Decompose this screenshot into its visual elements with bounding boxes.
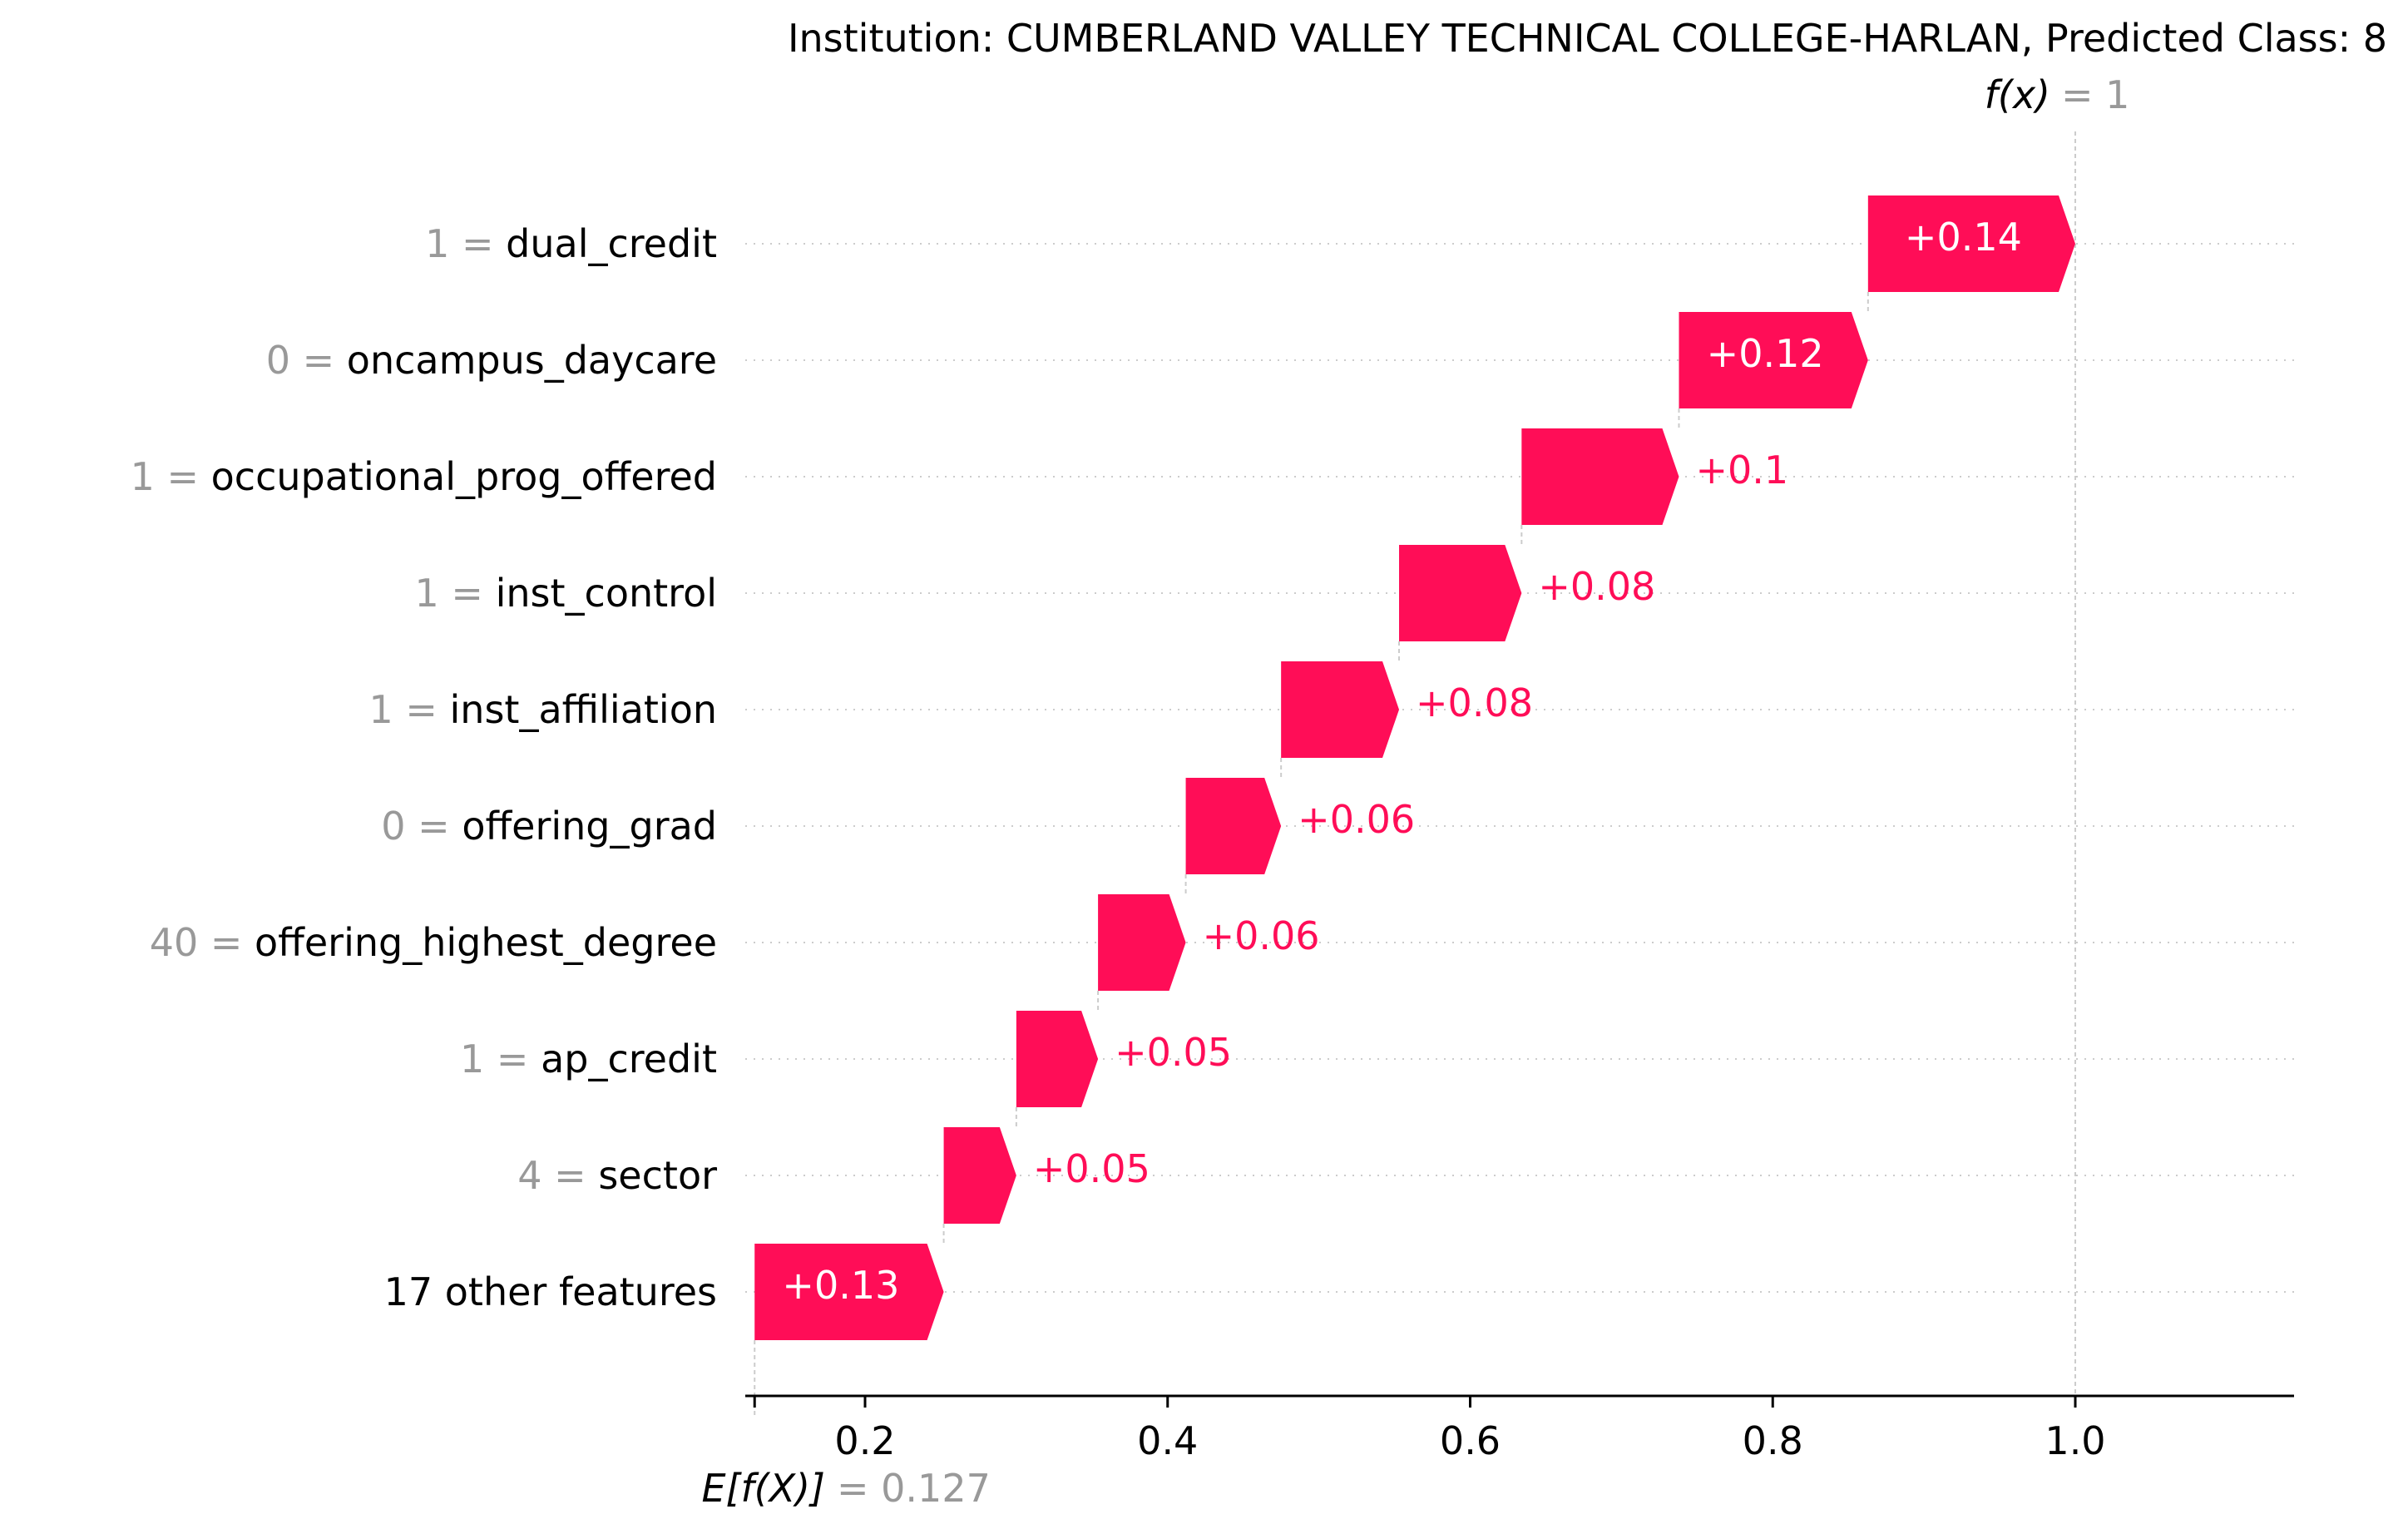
chart-title: Institution: CUMBERLAND VALLEY TECHNICAL… [788, 16, 2387, 61]
feature-value: 0 = [266, 338, 347, 383]
feature-name: offering_grad [462, 804, 717, 849]
expected-value-value: = 0.127 [837, 1466, 991, 1511]
shap-value-label: +0.14 [1905, 215, 2022, 260]
feature-value: 1 = [460, 1037, 541, 1081]
feature-name: 17 other features [384, 1269, 717, 1314]
feature-name: dual_credit [506, 221, 717, 266]
feature-value: 0 = [381, 804, 462, 849]
feature-label: 1 = inst_affiliation [368, 687, 717, 732]
feature-label: 1 = dual_credit [425, 221, 717, 266]
feature-name: occupational_prog_offered [211, 454, 717, 499]
shap-value-label: +0.06 [1298, 797, 1415, 842]
feature-value: 40 = [150, 920, 255, 965]
fx-annotation: f(x) = 1 [1985, 72, 2130, 117]
shap-value-label: +0.12 [1707, 331, 1824, 376]
shap-bar [754, 1244, 944, 1340]
feature-label: 1 = inst_control [415, 571, 717, 616]
feature-name: oncampus_daycare [347, 338, 717, 383]
feature-label: 0 = oncampus_daycare [266, 338, 717, 383]
feature-label: 40 = offering_highest_degree [150, 920, 717, 965]
x-axis-tick-label: 1.0 [2045, 1418, 2105, 1463]
feature-value: 1 = [415, 571, 496, 616]
x-axis-tick-label: 0.8 [1743, 1418, 1803, 1463]
shap-bar [943, 1127, 1016, 1224]
expected-value-label: E[f(X)] [701, 1466, 825, 1511]
shap-bar [1679, 312, 1868, 408]
x-axis-tick-label: 0.2 [834, 1418, 895, 1463]
feature-label: 17 other features [384, 1269, 717, 1314]
shap-bar [1399, 545, 1522, 641]
connector-lines [754, 131, 2076, 1416]
x-axis-tick-label: 0.6 [1440, 1418, 1501, 1463]
fx-value: = 1 [2061, 72, 2129, 117]
feature-label: 0 = offering_grad [381, 804, 717, 849]
feature-value: 4 = [517, 1153, 598, 1198]
feature-name: offering_highest_degree [255, 920, 717, 965]
feature-value: 1 = [425, 221, 506, 266]
shap-value-label: +0.05 [1033, 1146, 1150, 1191]
feature-name: sector [598, 1153, 717, 1198]
x-axis-tick-label: 0.4 [1137, 1418, 1198, 1463]
feature-label: 1 = ap_credit [460, 1037, 717, 1081]
shap-value-label: +0.08 [1416, 680, 1533, 725]
bars: +0.14 +0.12 +0.1 +0.08 +0.08 +0.06 +0.06 +0.05 +… [754, 195, 2075, 1340]
feature-name: ap_credit [541, 1037, 717, 1081]
expected-value-annotation: E[f(X)] = 0.127 [701, 1466, 990, 1511]
shap-bar [1867, 195, 2075, 292]
shap-bar [1098, 894, 1186, 991]
shap-value-label: +0.08 [1538, 564, 1655, 609]
feature-label: 1 = occupational_prog_offered [131, 454, 717, 499]
feature-value: 1 = [131, 454, 211, 499]
shap-bar [1185, 778, 1282, 874]
shap-value-label: +0.05 [1115, 1030, 1232, 1075]
feature-name: inst_affiliation [450, 687, 717, 732]
shap-value-label: +0.06 [1203, 913, 1320, 958]
feature-value: 1 = [368, 687, 449, 732]
shap-bar [1521, 428, 1679, 525]
feature-name: inst_control [496, 571, 717, 616]
fx-label: f(x) [1985, 72, 2050, 117]
shap-bar [1016, 1011, 1099, 1107]
shap-value-label: +0.1 [1695, 448, 1788, 492]
feature-labels: 1 = dual_credit 0 = oncampus_daycare 1 = o… [131, 221, 717, 1314]
feature-label: 4 = sector [517, 1153, 717, 1198]
row-gridlines [745, 243, 2294, 1293]
shap-value-label: +0.13 [782, 1263, 899, 1308]
shap-bar [1281, 661, 1400, 758]
x-axis: 0.2 0.4 0.6 0.8 1.0 [745, 1394, 2294, 1463]
